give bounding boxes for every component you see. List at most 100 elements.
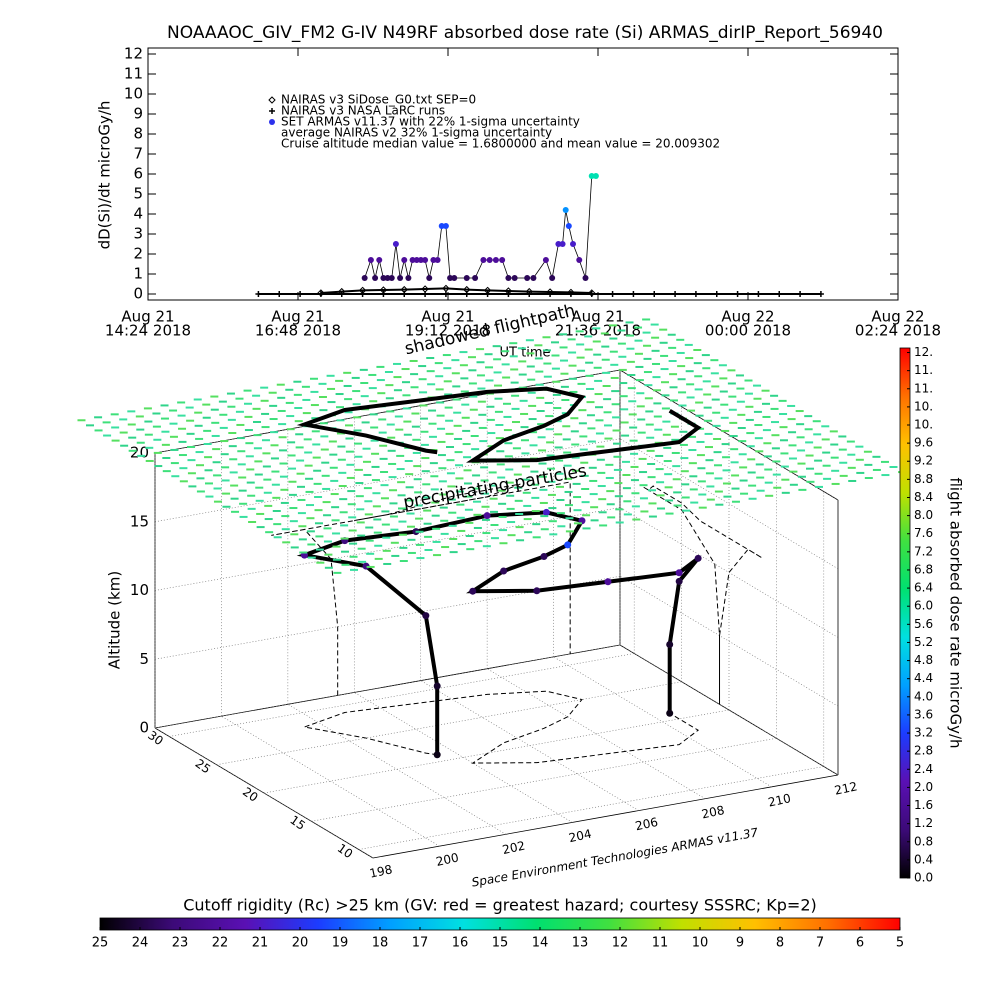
colorbar-tick-label: 2.4 — [914, 762, 933, 776]
colorbar-tick-label: 23 — [172, 936, 189, 951]
colorbar-tick-label: 5 — [896, 936, 904, 951]
plus-marker — [401, 291, 408, 297]
colorbar-tick-label: 19 — [332, 936, 349, 951]
z-tick-label: 10 — [130, 581, 149, 599]
dose-marker — [505, 275, 512, 281]
dose-point — [533, 587, 541, 595]
dose-marker — [438, 223, 445, 229]
colorbar-tick-label: 6.0 — [914, 599, 933, 613]
y-tick-label: 20 — [240, 784, 261, 804]
dose-marker — [417, 257, 424, 263]
colorbar-tick-label: 11. — [914, 363, 933, 377]
z-tick-label: 0 — [139, 719, 149, 737]
x-tick-label: 204 — [568, 827, 593, 845]
plus-marker — [422, 291, 429, 297]
colorbar-tick-label: 3.6 — [914, 707, 933, 721]
colorbar-tick-label: 0.8 — [914, 834, 933, 848]
dose-marker — [570, 241, 576, 247]
dose-marker — [463, 275, 470, 281]
x-tick-label: Aug 21 — [571, 308, 624, 326]
credit: Space Environment Technologies ARMAS v11… — [471, 825, 760, 889]
colorbar-tick-label: 25 — [92, 936, 109, 951]
y-tick-label: 10 — [335, 841, 356, 861]
y-tick-label: 12 — [124, 45, 143, 63]
plus-marker — [817, 291, 824, 297]
colorbar-tick-label: 8 — [776, 936, 784, 951]
colorbar-tick-label: 11 — [652, 936, 669, 951]
diamond-marker — [268, 96, 276, 104]
plus-marker — [776, 291, 783, 297]
dose-marker — [422, 257, 429, 263]
legend-label: NAIRAS v3 NASA LaRC runs — [281, 104, 445, 118]
colorbar-tick-label: 15 — [492, 936, 509, 951]
box-edge — [154, 644, 621, 729]
plus-marker — [651, 291, 658, 297]
colorbar-tick-label: 22 — [212, 936, 229, 951]
grid-line — [619, 644, 839, 776]
y-tick-label: 9 — [133, 105, 143, 123]
dose-marker — [426, 275, 433, 281]
y-axis-label: dD(Si)/dt microGy/h — [96, 101, 114, 250]
colorbar-tick-label: 6.8 — [914, 562, 933, 576]
dose-point — [422, 612, 430, 620]
dose-point — [542, 508, 550, 516]
colorbar-tick-label: 10. — [914, 418, 933, 432]
colorbar-tick-label: 17 — [412, 936, 429, 951]
colorbar-tick-label: 20 — [292, 936, 309, 951]
colorbar-title: Cutoff rigidity (Rc) >25 km (GV: red = g… — [183, 896, 817, 915]
colorbar-label: flight absorbed dose rate microGy/h — [947, 477, 965, 748]
dose-marker — [269, 119, 275, 125]
y-tick-label: 2 — [133, 245, 143, 263]
x-tick-label: Aug 21 — [421, 308, 474, 326]
grid-line — [216, 681, 682, 766]
colorbar-tick-label: 4.4 — [914, 671, 933, 685]
dose-point — [604, 578, 612, 586]
colorbar-tick-label: 0.4 — [914, 852, 933, 866]
y-tick-label: 25 — [193, 756, 214, 776]
dose-marker — [576, 257, 583, 263]
dose-marker — [530, 275, 537, 281]
y-tick-label: 4 — [133, 205, 143, 223]
plus-marker — [359, 291, 366, 297]
plus-marker — [255, 291, 262, 297]
plus-marker — [755, 291, 762, 297]
x-tick-label: 00:00 2018 — [705, 322, 791, 340]
dose-point — [666, 709, 674, 717]
plus-marker — [713, 291, 720, 297]
dose-marker — [582, 275, 589, 281]
grid-line — [287, 704, 507, 835]
floor-shadow — [302, 690, 700, 764]
plus-marker — [547, 291, 554, 297]
colorbar-tick-label: 16 — [452, 936, 469, 951]
dose-marker — [451, 275, 458, 281]
colorbar-tick-label: 7.2 — [914, 544, 933, 558]
legend-label: SET ARMAS v11.37 with 22% 1-sigma uncert… — [281, 115, 580, 129]
grid-line — [486, 668, 706, 799]
x-tick-label: 212 — [833, 779, 858, 797]
colorbar-tick-label: 1.2 — [914, 816, 933, 830]
grid-line — [420, 680, 639, 811]
grid-line — [154, 644, 621, 729]
colorbar-tick-label: 24 — [132, 936, 149, 951]
dose-marker — [380, 275, 387, 281]
dose-marker — [372, 275, 379, 281]
colorbar-tick-label: 0.0 — [914, 871, 933, 885]
grid-line — [263, 709, 730, 794]
dose-point — [675, 577, 683, 585]
plus-marker — [463, 291, 470, 297]
z-tick-label: 5 — [139, 650, 149, 668]
wall-shadow — [643, 485, 763, 705]
dose-marker — [492, 257, 499, 263]
colorbar-tick-label: 8.0 — [914, 508, 933, 522]
plus-marker — [588, 291, 595, 297]
plus-marker — [269, 108, 275, 114]
dose-marker — [376, 257, 383, 263]
plus-marker — [692, 291, 699, 297]
dose-marker — [549, 275, 556, 281]
plus-marker — [734, 291, 741, 297]
z-tick-label: 20 — [130, 444, 149, 462]
dose-marker — [486, 257, 493, 263]
z-axis-label: Altitude (km) — [106, 571, 124, 669]
dose-marker — [409, 257, 416, 263]
